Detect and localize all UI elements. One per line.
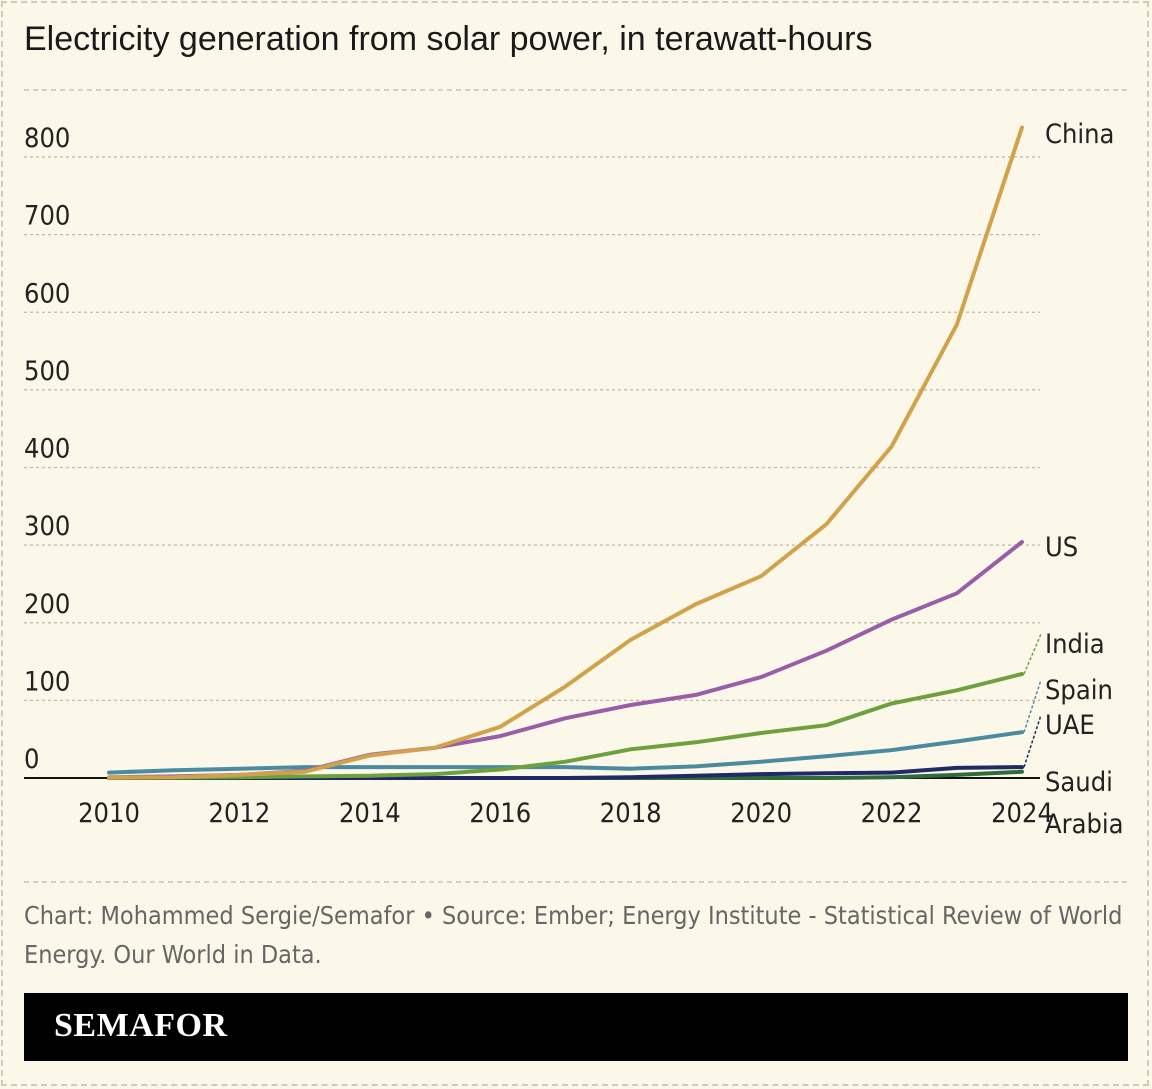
x-tick-label: 2022 [861, 798, 923, 829]
series-label: India [1045, 629, 1105, 660]
series-label: UAE [1045, 710, 1095, 741]
x-tick-label: 2012 [209, 798, 271, 829]
y-tick-label: 500 [24, 356, 70, 387]
series-label: China [1045, 119, 1114, 150]
label-leader-line [1023, 679, 1042, 733]
label-leader-line [1023, 633, 1042, 675]
series-line-spain [107, 730, 1024, 775]
brand-bar: SEMAFOR [24, 993, 1128, 1061]
series-label: Saudi [1045, 767, 1113, 798]
chart-credit: Chart: Mohammed Sergie/Semafor • Source:… [24, 901, 1123, 969]
series-line-china [107, 125, 1024, 780]
x-tick-label: 2024 [991, 798, 1053, 829]
y-tick-label: 200 [24, 589, 70, 620]
x-tick-label: 2010 [78, 798, 140, 829]
series-line-india [107, 672, 1024, 780]
series-label: US [1045, 532, 1078, 563]
semafor-logo: SEMAFOR [54, 1007, 228, 1044]
x-tick-label: 2014 [339, 798, 401, 829]
y-tick-label: 400 [24, 434, 70, 465]
x-tick-label: 2020 [730, 798, 792, 829]
series-line-us [107, 540, 1024, 780]
chart-title: Electricity generation from solar power,… [24, 20, 873, 58]
x-tick-label: 2018 [600, 798, 662, 829]
y-tick-label: 300 [24, 511, 70, 542]
y-tick-label: 0 [24, 744, 39, 775]
x-tick-label: 2016 [469, 798, 531, 829]
y-tick-label: 100 [24, 666, 70, 697]
y-tick-label: 700 [24, 201, 70, 232]
y-tick-label: 800 [24, 123, 70, 154]
series-label: Arabia [1045, 809, 1124, 840]
series-label: Spain [1045, 675, 1113, 706]
label-leader-line [1023, 714, 1042, 768]
y-tick-label: 600 [24, 278, 70, 309]
